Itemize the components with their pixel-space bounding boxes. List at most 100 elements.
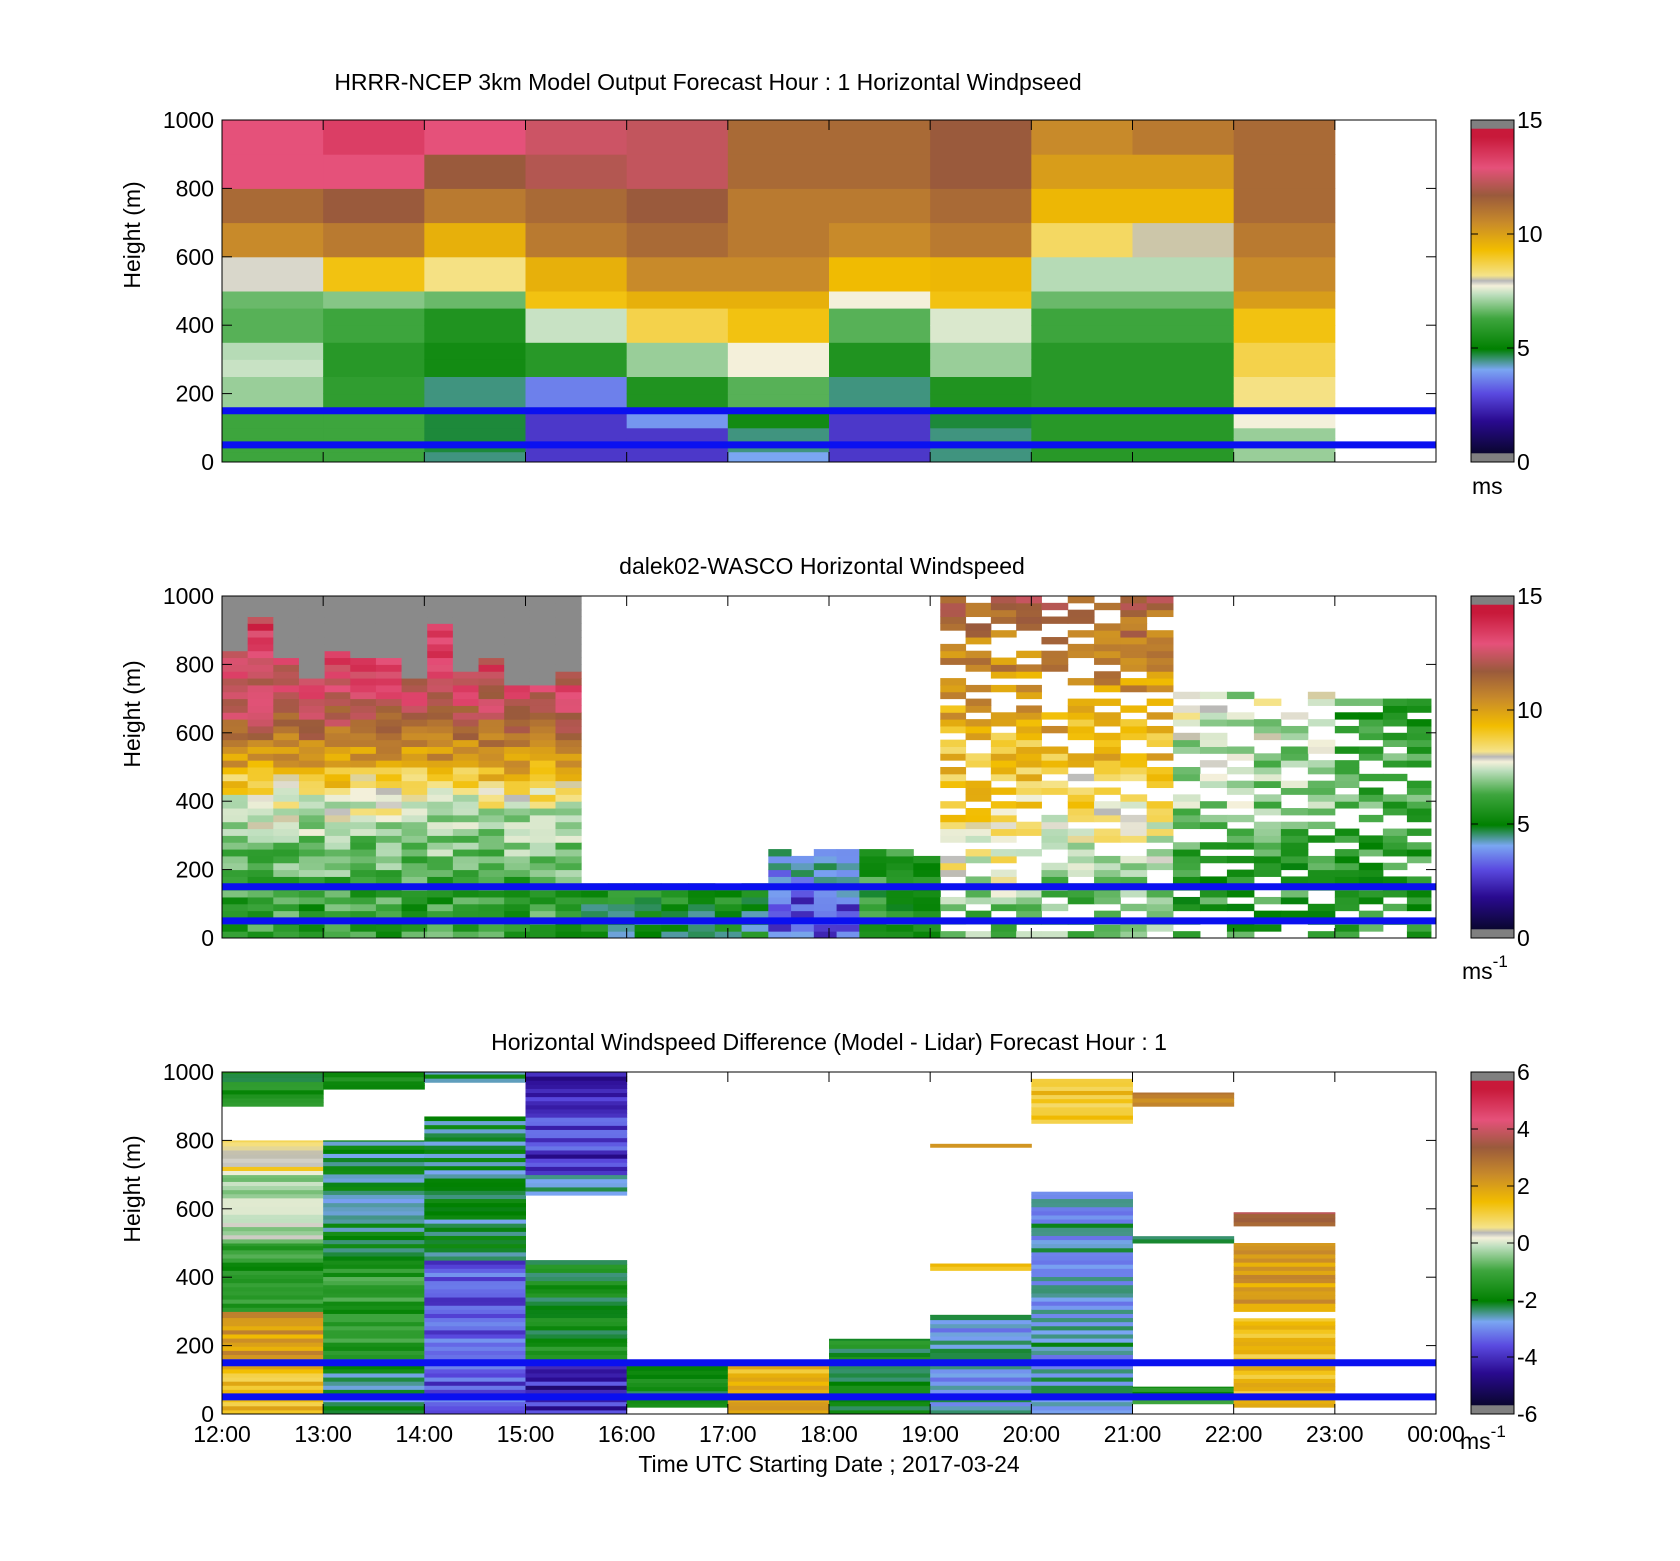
heatmap-cell bbox=[427, 828, 454, 836]
heatmap-cell bbox=[529, 712, 556, 720]
heatmap-cell bbox=[1233, 1403, 1336, 1408]
panel-title: HRRR-NCEP 3km Model Output Forecast Hour… bbox=[334, 69, 1081, 95]
heatmap-cell bbox=[1253, 869, 1282, 877]
heatmap-cell bbox=[452, 767, 480, 775]
heatmap-cell bbox=[1226, 814, 1255, 823]
heatmap-cell bbox=[222, 664, 249, 672]
heatmap-cell bbox=[273, 903, 300, 912]
heatmap-cell bbox=[222, 1381, 324, 1386]
heatmap-cell bbox=[504, 910, 531, 918]
heatmap-cell bbox=[1132, 359, 1235, 377]
heatmap-cell bbox=[1120, 924, 1148, 932]
heatmap-cell bbox=[525, 1305, 628, 1310]
heatmap-cell bbox=[504, 828, 531, 836]
heatmap-cell bbox=[1406, 876, 1432, 884]
heatmap-cell bbox=[424, 1268, 526, 1273]
heatmap-cell bbox=[222, 1333, 324, 1339]
heatmap-cell bbox=[478, 855, 505, 864]
heatmap-cell bbox=[478, 753, 505, 761]
heatmap-cell bbox=[529, 725, 556, 734]
heatmap-cell bbox=[1094, 712, 1121, 720]
x-tick-label: 23:00 bbox=[1306, 1421, 1364, 1447]
heatmap-cell bbox=[452, 869, 480, 877]
heatmap-cell bbox=[298, 910, 326, 918]
heatmap-cell bbox=[375, 719, 403, 727]
heatmap-cell bbox=[1358, 732, 1384, 741]
heatmap-cell bbox=[1094, 753, 1121, 761]
heatmap-cell bbox=[1253, 760, 1282, 768]
heatmap-cell bbox=[1031, 1198, 1133, 1204]
heatmap-cell bbox=[1146, 835, 1174, 843]
heatmap-cell bbox=[768, 849, 792, 857]
heatmap-cell bbox=[350, 760, 377, 768]
heatmap-cell bbox=[375, 855, 403, 864]
heatmap-cell bbox=[714, 910, 743, 918]
heatmap-cell bbox=[1233, 1299, 1336, 1304]
heatmap-cell bbox=[478, 739, 505, 747]
heatmap-cell bbox=[1132, 188, 1235, 224]
heatmap-cell bbox=[424, 1186, 526, 1191]
heatmap-cell bbox=[222, 678, 249, 686]
heatmap-cell bbox=[247, 924, 274, 932]
heatmap-cell bbox=[990, 855, 1017, 864]
heatmap-cell bbox=[424, 1272, 526, 1278]
heatmap-cell bbox=[529, 739, 556, 747]
heatmap-cell bbox=[222, 1093, 324, 1099]
heatmap-cell bbox=[1146, 732, 1174, 741]
heatmap-cell bbox=[504, 739, 531, 747]
heatmap-cell bbox=[829, 1356, 931, 1362]
heatmap-cell bbox=[401, 780, 428, 789]
y-tick-label: 1000 bbox=[163, 1059, 214, 1085]
heatmap-cell bbox=[525, 1141, 628, 1147]
heatmap-cell bbox=[424, 1305, 526, 1310]
heatmap-cell bbox=[1199, 876, 1228, 884]
x-tick-label: 12:00 bbox=[193, 1421, 251, 1447]
heatmap-cell bbox=[273, 753, 300, 761]
heatmap-cell bbox=[323, 342, 425, 360]
heatmap-cell bbox=[478, 698, 505, 706]
heatmap-cell bbox=[452, 602, 480, 611]
heatmap-cell bbox=[525, 1338, 628, 1343]
heatmap-cell bbox=[324, 896, 351, 905]
heatmap-cell bbox=[1016, 890, 1042, 898]
heatmap-cell bbox=[940, 801, 967, 809]
heatmap-cell bbox=[222, 698, 249, 706]
heatmap-cell bbox=[1226, 924, 1255, 932]
heatmap-cell bbox=[222, 657, 249, 665]
heatmap-cell bbox=[478, 869, 505, 877]
heatmap-cell bbox=[247, 753, 274, 761]
heatmap-cell bbox=[273, 664, 300, 672]
heatmap-cell bbox=[525, 1186, 628, 1192]
heatmap-cell bbox=[1233, 1320, 1336, 1326]
heatmap-cell bbox=[1132, 256, 1235, 292]
heatmap-cell bbox=[829, 1368, 931, 1374]
heatmap-cell bbox=[1031, 1346, 1133, 1351]
heatmap-cell bbox=[222, 1097, 324, 1103]
heatmap-cell bbox=[714, 896, 743, 905]
heatmap-cell bbox=[930, 120, 1032, 155]
heatmap-cell bbox=[1406, 828, 1432, 836]
heatmap-cell bbox=[1406, 780, 1432, 789]
heatmap-cell bbox=[1233, 1294, 1336, 1300]
heatmap-cell bbox=[1094, 643, 1121, 652]
heatmap-cell bbox=[607, 903, 636, 912]
heatmap-cell bbox=[1146, 609, 1174, 618]
heatmap-cell bbox=[555, 609, 582, 618]
heatmap-cell bbox=[478, 732, 505, 741]
heatmap-cell bbox=[273, 671, 300, 679]
heatmap-cell bbox=[478, 609, 505, 618]
heatmap-cell bbox=[427, 760, 454, 768]
x-tick-label: 19:00 bbox=[901, 1421, 959, 1447]
heatmap-cell bbox=[247, 869, 274, 877]
heatmap-cell bbox=[1172, 794, 1201, 802]
heatmap-cell bbox=[829, 1389, 931, 1394]
heatmap-cell bbox=[1172, 808, 1201, 816]
heatmap-cell bbox=[529, 903, 556, 912]
heatmap-cell bbox=[1146, 801, 1174, 809]
heatmap-cell bbox=[298, 643, 326, 652]
heatmap-cell bbox=[727, 1368, 830, 1374]
heatmap-cell bbox=[1199, 903, 1228, 912]
heatmap-cell bbox=[1094, 767, 1121, 775]
heatmap-cell bbox=[688, 896, 716, 905]
heatmap-cell bbox=[1067, 753, 1095, 761]
